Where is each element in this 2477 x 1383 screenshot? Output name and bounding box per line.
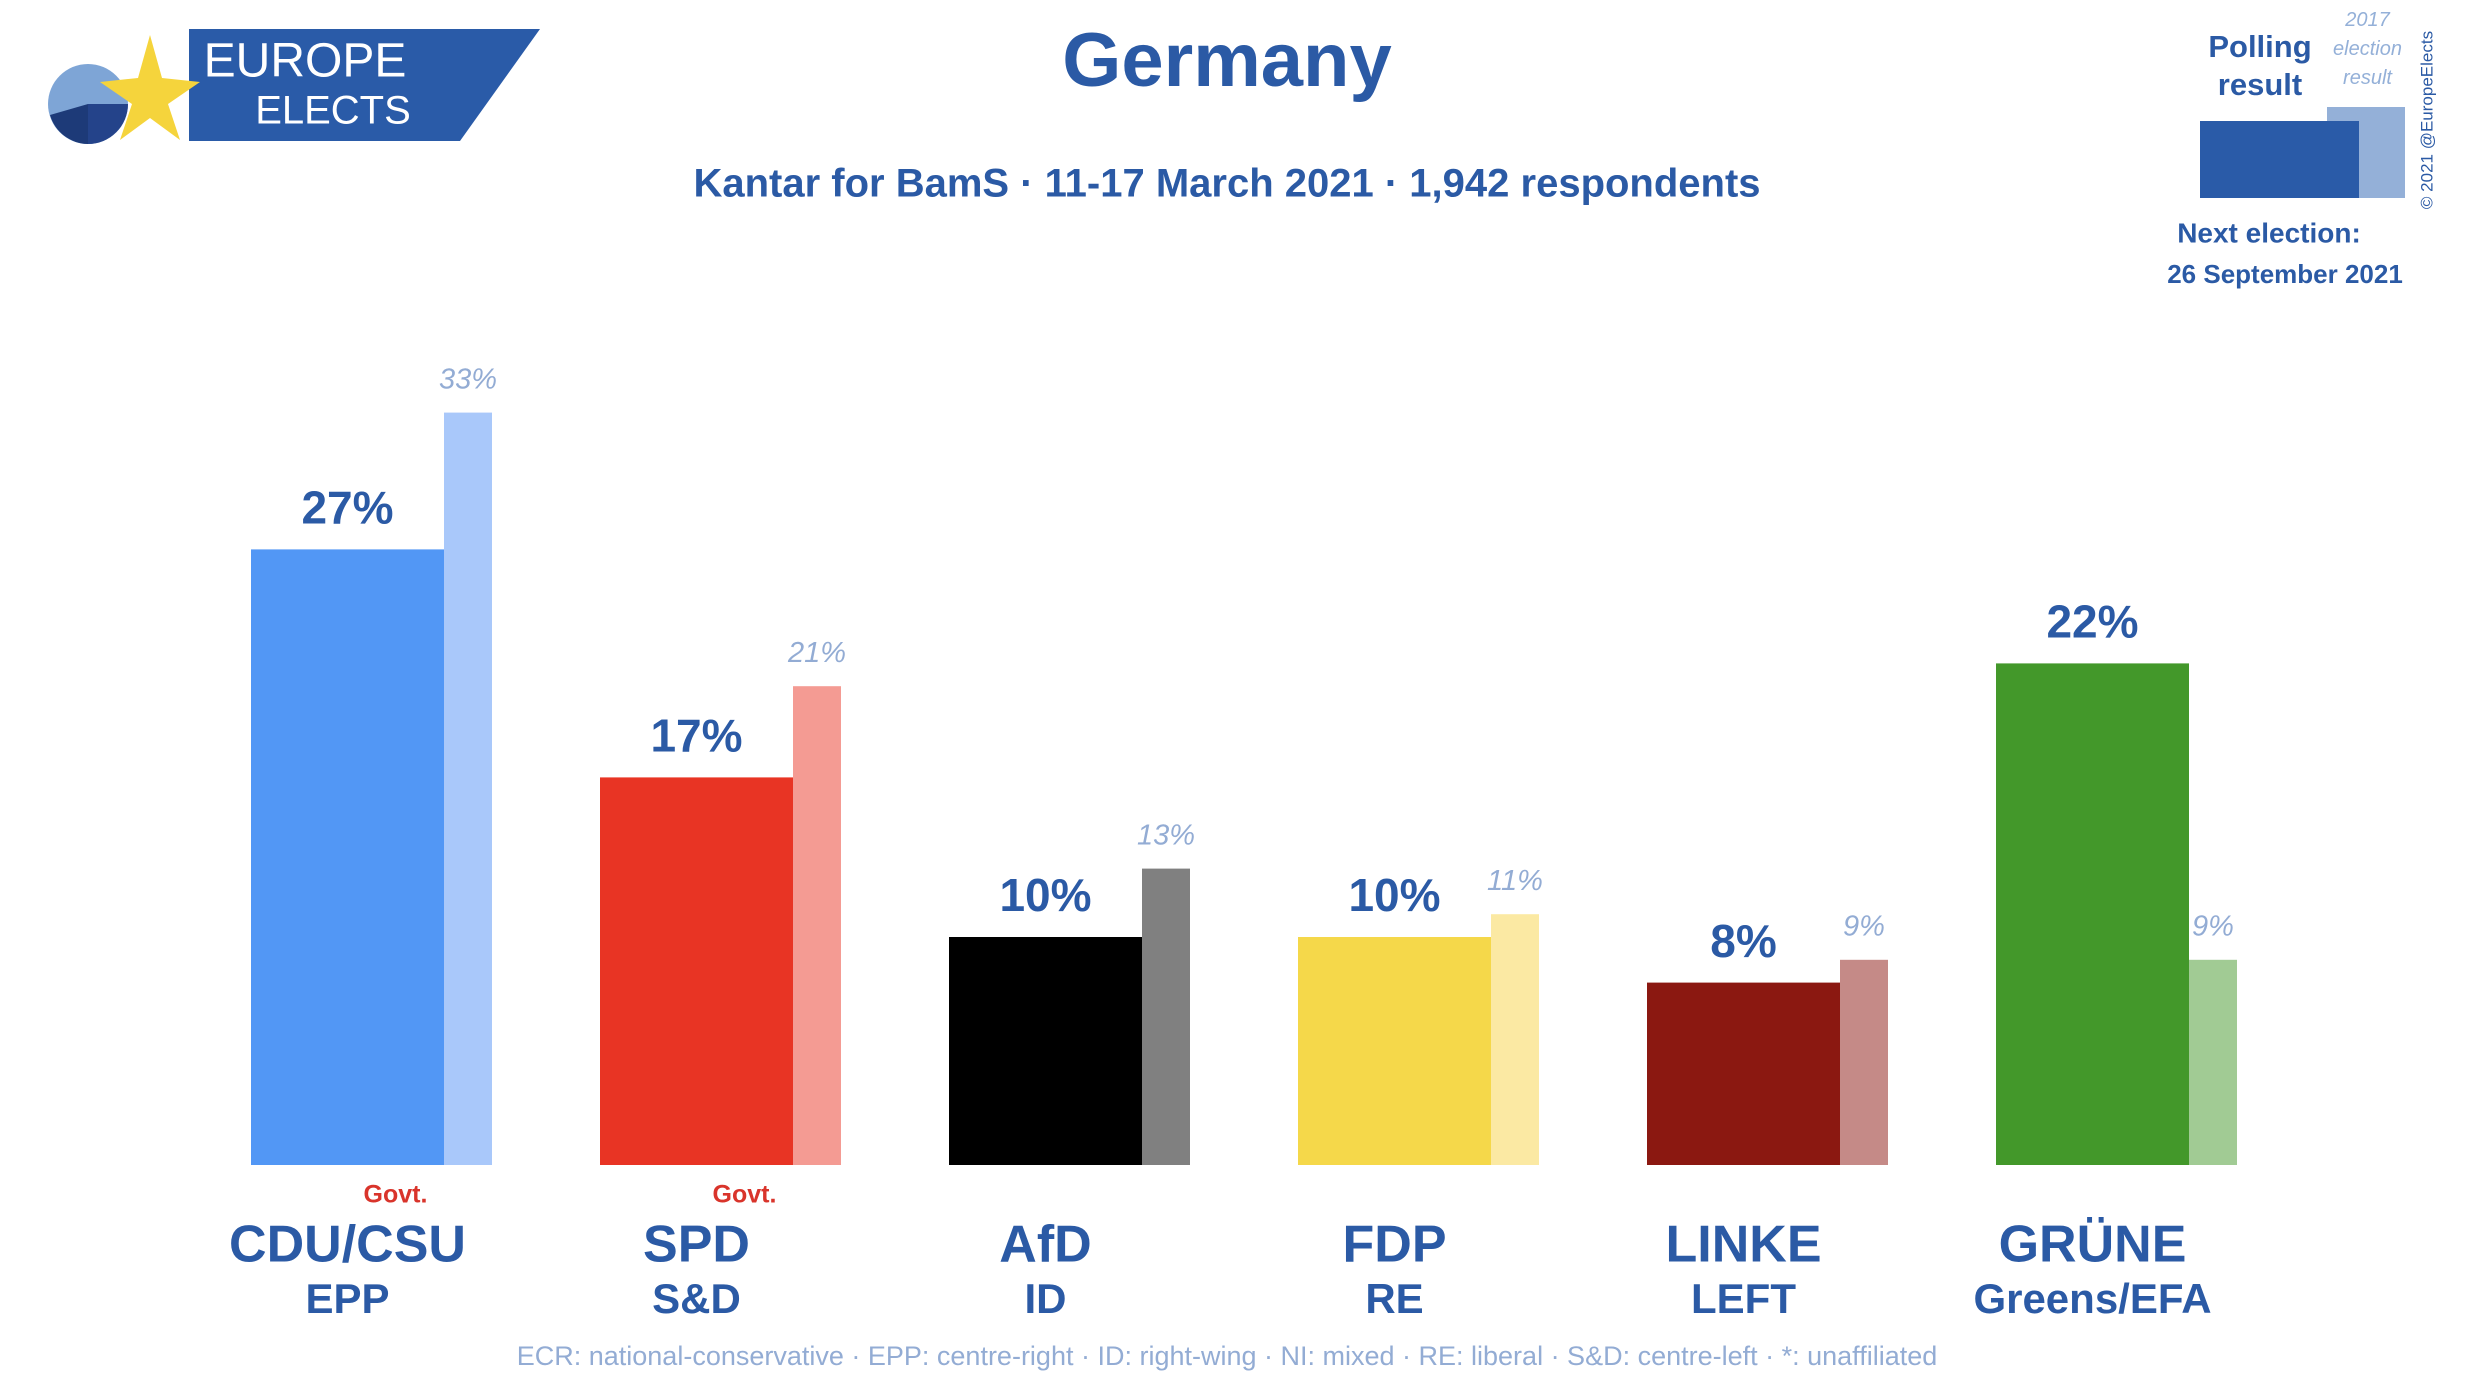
value-label: 27% xyxy=(301,482,393,534)
bar-poll xyxy=(600,777,793,1165)
party-label: FDP xyxy=(1343,1216,1447,1274)
party-label: GRÜNE xyxy=(1999,1216,2187,1274)
party-label: SPD xyxy=(643,1216,750,1274)
bar-poll xyxy=(1996,663,2189,1165)
bar-2017 xyxy=(1142,868,1190,1165)
party-label: AfD xyxy=(999,1216,1091,1274)
group-label: LEFT xyxy=(1691,1275,1796,1322)
value-label-2017: 21% xyxy=(787,637,846,669)
bar-2017 xyxy=(444,412,492,1166)
party-label: CDU/CSU xyxy=(229,1216,466,1274)
value-label-2017: 13% xyxy=(1137,819,1195,851)
next-election-date: 26 September 2021 xyxy=(2167,259,2403,289)
bar-poll xyxy=(251,549,444,1165)
footnote: ECR: national-conservative · EPP: centre… xyxy=(517,1341,1938,1371)
bar-2017 xyxy=(2189,959,2237,1165)
value-label: 22% xyxy=(2046,596,2138,648)
group-label: S&D xyxy=(652,1275,741,1322)
govt-label: Govt. xyxy=(364,1181,428,1209)
logo-slice xyxy=(50,104,88,144)
group-label: EPP xyxy=(305,1275,389,1322)
bar-2017 xyxy=(1491,914,1539,1165)
logo-text: EUROPE xyxy=(204,35,407,88)
legend-label: Polling result xyxy=(2208,29,2312,102)
bar-2017 xyxy=(1840,959,1888,1165)
chart-subtitle: Kantar for BamS · 11-17 March 2021 · 1,9… xyxy=(693,162,1760,206)
bar-poll xyxy=(1647,982,1840,1165)
value-label: 8% xyxy=(1710,915,1776,967)
value-label-2017: 9% xyxy=(1843,910,1885,942)
value-label-2017: 11% xyxy=(1487,865,1543,897)
legend-label: 2017 election result xyxy=(2333,9,2402,89)
bar-poll xyxy=(1298,937,1491,1165)
group-label: Greens/EFA xyxy=(1973,1275,2211,1322)
value-label-2017: 9% xyxy=(2192,910,2234,942)
value-label: 10% xyxy=(1348,869,1440,921)
bar-poll xyxy=(949,937,1142,1165)
value-label: 10% xyxy=(999,869,1091,921)
chart-title: Germany xyxy=(1062,18,1392,103)
bar-2017 xyxy=(793,686,841,1165)
legend-swatch xyxy=(2200,121,2359,198)
logo-slice xyxy=(88,104,128,144)
logo-text: ELECTS xyxy=(255,89,411,133)
next-election-label: Next election: xyxy=(2177,217,2361,248)
group-label: ID xyxy=(1025,1275,1067,1322)
govt-label: Govt. xyxy=(713,1181,777,1209)
group-label: RE xyxy=(1365,1275,1423,1322)
logo-star xyxy=(100,35,200,140)
value-label: 17% xyxy=(650,710,742,762)
party-label: LINKE xyxy=(1666,1216,1822,1274)
copyright: © 2021 @EuropeElects xyxy=(2417,31,2436,209)
logo-banner xyxy=(189,29,540,141)
value-label-2017: 33% xyxy=(439,363,497,395)
